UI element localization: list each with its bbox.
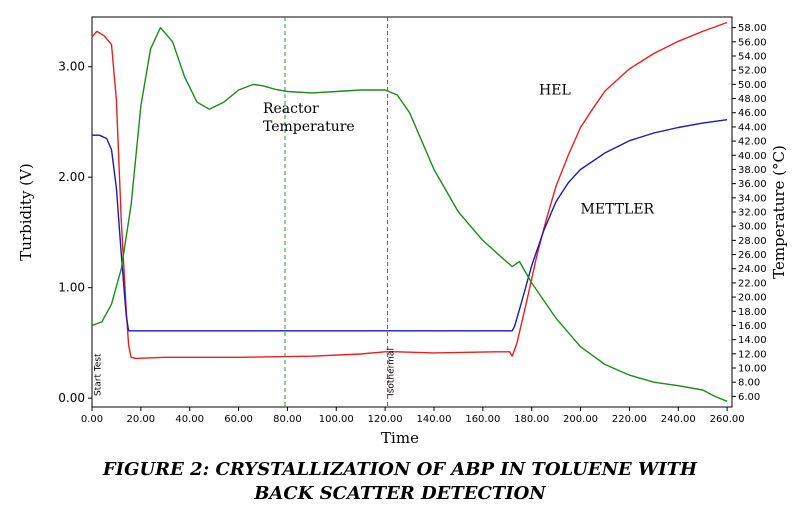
annotation-line: METTLER: [581, 202, 655, 218]
annotation-line: Temperature: [263, 119, 355, 135]
x-tick-label: 240.00: [661, 414, 696, 425]
y-right-tick-label: 26.00: [738, 250, 767, 261]
x-tick-label: 120.00: [368, 414, 403, 425]
y-right-tick-label: 34.00: [738, 193, 767, 204]
x-axis-title: Time: [381, 429, 419, 447]
y-left-tick-label: 2.00: [58, 170, 85, 184]
x-tick-label: 160.00: [465, 414, 500, 425]
series-layer: [91, 21, 728, 402]
y-right-tick-label: 40.00: [738, 151, 767, 162]
x-tick-label: 80.00: [273, 414, 302, 425]
series-annotation: METTLER: [581, 202, 655, 218]
x-tick-label: 60.00: [224, 414, 253, 425]
y-right-tick-label: 42.00: [738, 137, 767, 148]
y-right-tick-label: 10.00: [738, 364, 767, 375]
series-line-hel: [91, 21, 728, 360]
x-tick-label: 200.00: [563, 414, 598, 425]
y-right-tick-label: 28.00: [738, 236, 767, 247]
x-tick-label: 20.00: [127, 414, 156, 425]
y-axis-title-left: Turbidity (V): [17, 163, 35, 260]
series-annotation: HEL: [539, 82, 571, 98]
x-tick-label: 260.00: [710, 414, 745, 425]
y-right-tick-label: 46.00: [738, 108, 767, 119]
y-right-tick-label: 22.00: [738, 278, 767, 289]
y-right-tick-label: 12.00: [738, 349, 767, 360]
y-right-tick-label: 24.00: [738, 264, 767, 275]
chart: 0.00 20.00 40.00 60.00 80.00 100.00 120.00 140.…: [17, 16, 788, 447]
y-right-tick-label: 16.00: [738, 321, 767, 332]
y-right-tick-label: 56.00: [738, 37, 767, 48]
y-right-tick-label: 52.00: [738, 66, 767, 77]
x-tick-label: 100.00: [319, 414, 354, 425]
y-right-tick-label: 58.00: [738, 23, 767, 34]
series-annotation: Reactor Temperature: [263, 101, 355, 135]
y-right-tick-label: 18.00: [738, 307, 767, 318]
x-tick-label: 140.00: [416, 414, 451, 425]
x-tick-label: 220.00: [612, 414, 647, 425]
annotation-line: Reactor: [263, 101, 319, 117]
vline-layer: [284, 17, 389, 407]
y-right-tick-label: 36.00: [738, 179, 767, 190]
y-right-tick-label: 48.00: [738, 94, 767, 105]
y-axis-title-right: Temperature (°C): [770, 145, 788, 279]
event-label: Isothermal: [387, 348, 397, 396]
y-right-tick-label: 44.00: [738, 122, 767, 133]
y-left-tick-label: 1.00: [58, 281, 85, 295]
x-tick-label: 180.00: [514, 414, 549, 425]
event-label: Start Test: [94, 353, 104, 396]
series-line-mettler: [92, 119, 728, 332]
annotation-line: HEL: [539, 82, 571, 98]
y-right-tick-label: 20.00: [738, 293, 767, 304]
caption-line-1: FIGURE 2: CRYSTALLIZATION OF ABP IN TOLU…: [102, 459, 698, 480]
x-tick-label: 0.00: [81, 414, 103, 425]
x-tick-label: 40.00: [175, 414, 204, 425]
y-left-tick-label: 0.00: [58, 391, 85, 405]
figure-caption: FIGURE 2: CRYSTALLIZATION OF ABP IN TOLU…: [0, 458, 800, 506]
y-right-tick-label: 38.00: [738, 165, 767, 176]
axis-layer: 0.00 20.00 40.00 60.00 80.00 100.00 120.00 140.…: [58, 23, 766, 425]
y-right-tick-label: 14.00: [738, 335, 767, 346]
y-right-tick-label: 32.00: [738, 208, 767, 219]
y-right-tick-label: 6.00: [738, 392, 760, 403]
series-line-reactor-temperature: [91, 26, 728, 402]
y-left-tick-label: 3.00: [58, 60, 85, 74]
y-right-tick-label: 30.00: [738, 222, 767, 233]
caption-line-2: BACK SCATTER DETECTION: [254, 483, 546, 504]
y-right-tick-label: 54.00: [738, 52, 767, 63]
y-right-tick-label: 50.00: [738, 80, 767, 91]
y-right-tick-label: 8.00: [738, 378, 760, 389]
annotation-layer: Reactor Temperature HEL METTLER Start Test Is…: [94, 82, 655, 396]
